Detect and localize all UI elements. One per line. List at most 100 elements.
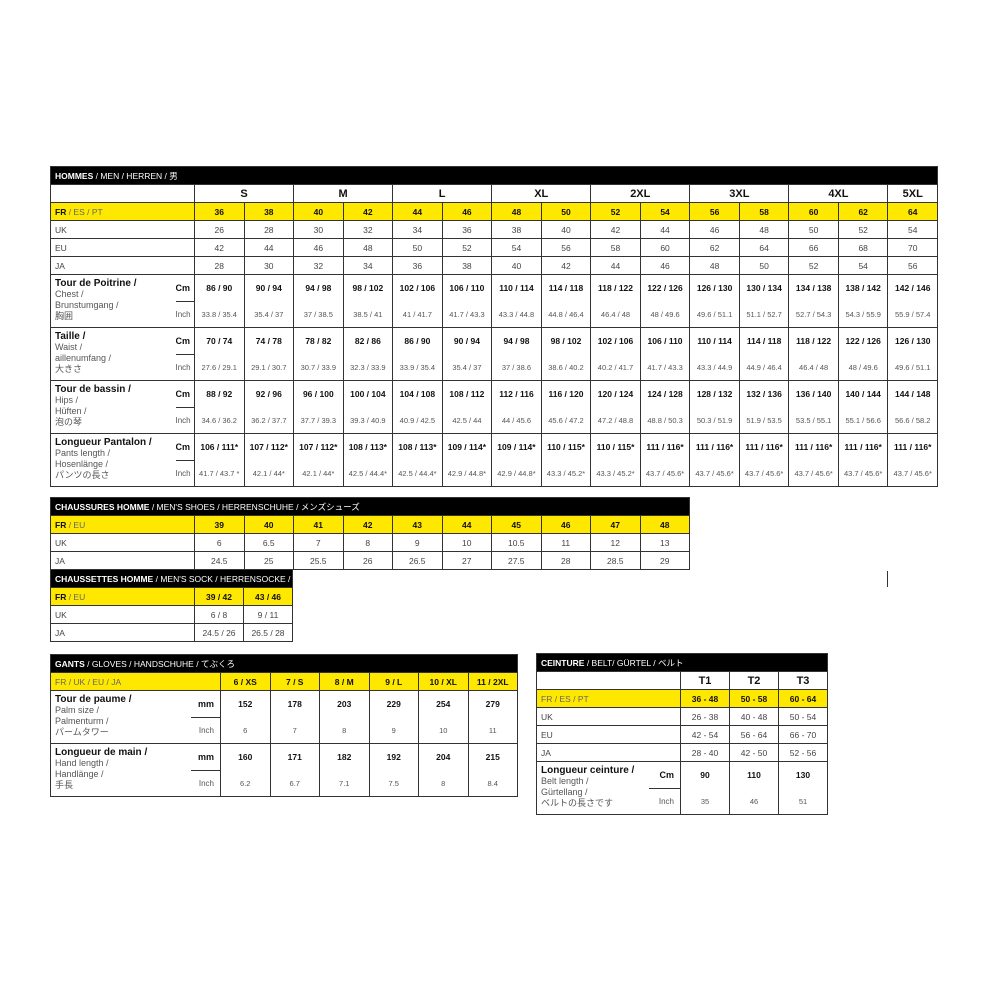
- fr-size-cell: 54: [639, 202, 691, 221]
- measure-inch-cell: 43.3 / 45.2*: [590, 460, 641, 487]
- measure-inch-cell: 11: [467, 717, 518, 744]
- measure-row-inch: Inch 6.2 6.7 7.1 7.5 8 8.4: [51, 769, 518, 797]
- fr-size-cell: 50 - 58: [729, 689, 779, 708]
- measure-inch-cell: 32.3 / 33.9: [342, 354, 394, 381]
- measure-cell: 110 / 114: [491, 274, 542, 301]
- size-row-ja: JA 28 - 40 42 - 50 52 - 56: [536, 743, 828, 762]
- size-label: M: [293, 184, 394, 203]
- size-cell: 26: [194, 220, 245, 239]
- measure-cell: 102 / 106: [392, 274, 443, 301]
- fr-label-rest: / EU: [66, 519, 86, 530]
- size-label: S: [193, 184, 295, 203]
- size-cell: 6.5: [243, 533, 294, 552]
- unit-primary: mm: [190, 690, 221, 718]
- size-label: 5XL: [887, 184, 938, 203]
- size-cell: 36: [392, 256, 443, 275]
- measure-cell: 110 / 115*: [540, 433, 592, 460]
- size-cell: 26: [342, 551, 393, 570]
- size-cell: 54: [491, 238, 542, 257]
- size-cell: 38: [491, 220, 542, 239]
- size-cell: 66 - 70: [778, 725, 828, 744]
- measure-inch-cell: 42.1 / 44*: [293, 460, 344, 487]
- unit-primary: mm: [190, 743, 221, 771]
- measure-cell: 128 / 132: [689, 380, 740, 407]
- row-label: EU: [50, 238, 195, 257]
- measure-subtitle: パームタワー: [55, 727, 109, 737]
- fr-size-row: FR / ES / PT 36 38 40 42 44 46 48 50 52 54 56 58 60 62…: [50, 202, 938, 221]
- measure-row-cm: Taille / Waist / aillenumfang / 大きさ Cm 70 / 7…: [50, 327, 938, 381]
- measure-row-inch: Inch 34.6 / 36.2 36.2 / 37.7 37.7 / 39.3 39.…: [51, 406, 938, 434]
- size-row-uk: UK 26 - 38 40 - 48 50 - 54: [536, 707, 828, 726]
- measure-inch-cell: 35.4 / 37: [441, 354, 493, 381]
- fr-size-cell: 44: [441, 515, 492, 534]
- measure-cell: 111 / 116*: [788, 433, 839, 460]
- measure-cell: 102 / 106: [590, 327, 641, 354]
- measure-subtitle: Palmenturm /: [55, 716, 109, 726]
- measure-cell: 82 / 86: [342, 327, 394, 354]
- fr-size-cell: 9 / L: [368, 672, 419, 691]
- measure-inch-cell: 43.3 / 45.2*: [540, 460, 592, 487]
- size-cell: 40: [491, 256, 542, 275]
- measure-inch-cell: 48 / 49.6: [639, 301, 691, 328]
- measure-row-cm: Tour de paume / Palm size / Palmenturm / パー…: [50, 690, 518, 744]
- measure-cell: 152: [220, 690, 271, 717]
- size-cell: 34: [392, 220, 443, 239]
- size-cell: 28: [540, 551, 591, 570]
- measure-inch-cell: 48.8 / 50.3: [639, 407, 691, 434]
- size-cell: 52: [441, 238, 493, 257]
- measure-inch-cell: 37 / 38.5: [293, 301, 344, 328]
- measure-cell: 109 / 114*: [491, 433, 542, 460]
- measure-inch-cell: 10: [418, 717, 469, 744]
- measure-inch-cell: 47.2 / 48.8: [590, 407, 641, 434]
- measure-inch-cell: 42.5 / 44.4*: [342, 460, 394, 487]
- size-cell: 26.5: [392, 551, 443, 570]
- measure-subtitle: aillenumfang /: [55, 353, 112, 363]
- fr-size-cell: 43: [392, 515, 443, 534]
- fr-size-cell: 46: [540, 515, 591, 534]
- measure-cell: 254: [418, 690, 469, 717]
- measure-inch-cell: 37.7 / 39.3: [293, 407, 344, 434]
- size-header-blank: [50, 184, 195, 203]
- table-title: CHAUSSETTES HOMME / MEN'S SOCK / HERRENS…: [50, 569, 293, 588]
- fr-row-label: FR / ES / PT: [50, 202, 195, 221]
- unit-primary: Cm: [175, 327, 195, 355]
- measure-cell: 70 / 74: [194, 327, 245, 354]
- measure-row-cm: Longueur ceinture / Belt length / Gürtella…: [536, 761, 828, 815]
- table-title-row: HOMMES / MEN / HERREN / 男: [50, 166, 938, 185]
- measure-label: Tour de bassin / Hips / Hüften / 泡の琴: [50, 380, 176, 434]
- measure-cell: 106 / 111*: [194, 433, 245, 460]
- size-label: XL: [491, 184, 592, 203]
- measure-cell: 120 / 124: [590, 380, 641, 407]
- measure-cell: 114 / 118: [738, 327, 790, 354]
- size-cell: 48: [689, 256, 740, 275]
- measure-title: Longueur de main /: [55, 747, 148, 758]
- row-label: JA: [536, 743, 681, 762]
- fr-size-cell: 42: [342, 515, 393, 534]
- size-cell: 60: [639, 238, 691, 257]
- measure-subtitle: Belt length /: [541, 776, 589, 786]
- unit-inch: Inch: [175, 353, 195, 381]
- fr-size-cell: 44: [392, 202, 443, 221]
- title-rest: / BELT/ GÜRTEL / ベルト: [584, 657, 684, 668]
- unit-inch: Inch: [190, 716, 221, 744]
- measure-inch-cell: 35: [680, 788, 730, 815]
- size-cell: 9 / 11: [243, 605, 293, 624]
- size-cell: 40: [540, 220, 592, 239]
- measure-subtitle: Chest /: [55, 289, 84, 299]
- measure-inch-cell: 7.5: [368, 770, 419, 797]
- size-cell: 56: [887, 256, 938, 275]
- measure-cell: 90: [680, 761, 730, 788]
- size-label: L: [392, 184, 493, 203]
- title-bold: CEINTURE: [541, 657, 585, 668]
- measure-cell: 126 / 130: [887, 327, 938, 354]
- measure-subtitle: パンツの長さ: [55, 470, 110, 480]
- measure-row-cm: Tour de Poitrine / Chest / Brunstumgang / 胸…: [50, 274, 938, 328]
- measure-cell: 110: [729, 761, 779, 788]
- measure-cell: 106 / 110: [639, 327, 691, 354]
- measure-cell: 96 / 100: [293, 380, 344, 407]
- row-label: UK: [536, 707, 681, 726]
- size-cell: 48: [738, 220, 790, 239]
- size-row-ja: JA 24.5 25 25.5 26 26.5 27 27.5 28 28.5 29: [50, 551, 690, 570]
- fr-size-cell: 47: [590, 515, 641, 534]
- size-cell: 24.5: [194, 551, 245, 570]
